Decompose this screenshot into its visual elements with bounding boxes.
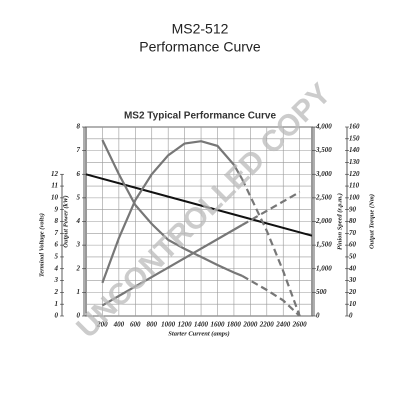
- x-tick-label: 2600: [292, 321, 308, 329]
- x-tick-label: 200: [96, 321, 108, 329]
- y-tick-label: 0: [349, 312, 353, 320]
- y-tick-label: 1: [55, 300, 59, 308]
- y-tick-label: 6: [55, 241, 59, 249]
- y-tick-label: 10: [51, 193, 59, 201]
- x-tick-label: 800: [146, 321, 157, 329]
- y-tick-label: 90: [349, 205, 357, 213]
- y-axis-label: Pinion Speed (r.p.m.): [336, 193, 343, 250]
- x-tick-label: 1200: [178, 321, 193, 329]
- x-tick-label: 400: [113, 321, 125, 329]
- y-tick-label: 120: [349, 170, 360, 178]
- y-tick-label: 500: [316, 288, 327, 296]
- series-line: [241, 178, 301, 317]
- y-tick-label: 50: [349, 253, 357, 261]
- y-axis-label: Terminal Voltage (volts): [38, 213, 45, 277]
- y-tick-label: 2,000: [315, 217, 332, 225]
- y-tick-label: 70: [349, 229, 357, 237]
- y-tick-label: 0: [316, 312, 320, 320]
- y-tick-label: 0: [77, 312, 81, 320]
- x-tick-label: 2400: [275, 321, 291, 329]
- y-tick-label: 0: [55, 312, 59, 320]
- chart-title: MS2 Typical Performance Curve: [124, 111, 277, 122]
- y-tick-label: 30: [348, 276, 357, 284]
- x-tick-label: 2200: [259, 321, 275, 329]
- y-tick-label: 5: [77, 193, 81, 201]
- y-tick-label: 2,500: [315, 193, 332, 201]
- x-tick-label: 1600: [210, 321, 225, 329]
- x-axis-label: Starter Current (amps): [168, 330, 229, 337]
- y-tick-label: 8: [55, 217, 59, 225]
- y-tick-label: 3: [54, 276, 59, 284]
- y-tick-label: 3,000: [315, 170, 332, 178]
- y-tick-label: 130: [349, 158, 360, 166]
- y-tick-label: 4: [54, 264, 59, 272]
- y-tick-label: 1: [77, 288, 81, 296]
- x-tick-label: 1000: [161, 321, 176, 329]
- y-tick-label: 40: [348, 264, 357, 272]
- y-tick-label: 100: [349, 193, 360, 201]
- y-tick-label: 7: [55, 229, 59, 237]
- y-tick-label: 12: [51, 170, 59, 178]
- y-tick-label: 7: [77, 146, 81, 154]
- y-tick-label: 1,000: [316, 264, 332, 272]
- y-tick-label: 11: [51, 182, 58, 190]
- y-tick-label: 160: [349, 123, 360, 131]
- x-tick-label: 600: [130, 321, 141, 329]
- x-tick-label: 1400: [194, 321, 209, 329]
- y-tick-label: 6: [77, 170, 81, 178]
- y-tick-label: 10: [349, 300, 357, 308]
- y-tick-label: 2: [76, 264, 81, 272]
- y-tick-label: 20: [348, 288, 357, 296]
- y-tick-label: 60: [349, 241, 357, 249]
- series-line: [241, 274, 301, 317]
- y-axis-label: Output Power (kW): [62, 195, 69, 247]
- y-tick-label: 8: [77, 123, 81, 131]
- y-tick-label: 4: [76, 217, 81, 225]
- x-tick-label: 2000: [242, 321, 258, 329]
- series-line: [101, 140, 244, 284]
- page-subtitle: Performance Curve: [139, 39, 261, 55]
- y-tick-label: 1,500: [316, 241, 332, 249]
- x-tick-label: 1800: [227, 321, 242, 329]
- series-line: [241, 191, 301, 226]
- y-tick-label: 80: [349, 217, 357, 225]
- y-tick-label: 4,000: [315, 123, 332, 131]
- y-tick-label: 140: [349, 146, 360, 154]
- y-tick-label: 5: [55, 253, 59, 261]
- y-tick-label: 2: [54, 288, 59, 296]
- y-tick-label: 110: [349, 182, 360, 190]
- y-tick-label: 9: [55, 205, 59, 213]
- y-axis-label: Output Torque (Nm): [368, 194, 375, 249]
- y-tick-label: 150: [349, 134, 360, 142]
- series-line: [101, 139, 243, 277]
- page-title: MS2-512: [172, 21, 229, 37]
- series-line: [101, 224, 243, 307]
- y-tick-label: 3: [76, 241, 81, 249]
- y-tick-label: 3,500: [315, 146, 332, 154]
